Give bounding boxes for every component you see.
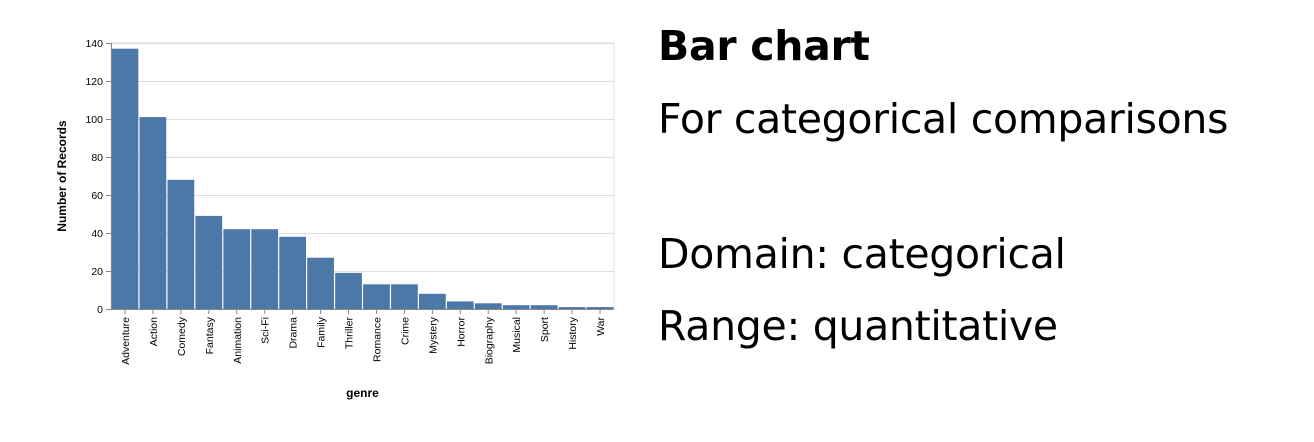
bar-animation bbox=[223, 229, 251, 309]
x-tick-label: Mystery bbox=[427, 316, 439, 354]
x-tick-label: Drama bbox=[288, 317, 300, 349]
bar-sci-fi bbox=[251, 229, 279, 309]
bar-comedy bbox=[167, 179, 195, 309]
x-axis-title: genre bbox=[346, 386, 379, 400]
bar-drama bbox=[279, 236, 307, 309]
bar-horror bbox=[446, 301, 474, 309]
x-tick-label: Crime bbox=[399, 317, 411, 345]
panel-range: Range: quantitative bbox=[658, 302, 1058, 350]
y-tick-label: 100 bbox=[85, 114, 103, 126]
bar-thriller bbox=[335, 272, 362, 309]
y-tick-label: 20 bbox=[91, 266, 103, 278]
panel-domain: Domain: categorical bbox=[658, 230, 1066, 278]
x-tick-label: Fantasy bbox=[204, 316, 216, 354]
panel-heading: Bar chart bbox=[658, 22, 870, 70]
x-tick-label: Musical bbox=[511, 317, 523, 353]
axes: 0 20 40 60 80 100 120 140 Adventure Action Comedy F… bbox=[85, 38, 614, 365]
x-tick-label: Family bbox=[316, 316, 328, 348]
description-panel: Bar chart For categorical comparisons Do… bbox=[658, 0, 1308, 442]
bar-crime bbox=[391, 284, 418, 309]
bar-fantasy bbox=[195, 215, 223, 309]
y-tick-label: 0 bbox=[97, 304, 103, 316]
bar-biography bbox=[474, 303, 502, 309]
y-tick-label: 40 bbox=[91, 228, 103, 240]
bar-adventure bbox=[111, 48, 139, 309]
y-tick-label: 60 bbox=[91, 190, 103, 202]
bar-musical bbox=[502, 305, 530, 309]
x-tick-label: Action bbox=[148, 317, 160, 346]
bar-mystery bbox=[418, 293, 446, 309]
x-tick-label: War bbox=[595, 316, 607, 335]
x-tick-label: Animation bbox=[232, 317, 244, 364]
bar-action bbox=[139, 117, 167, 309]
x-tick-label: Sport bbox=[539, 317, 551, 342]
x-tick-label: Biography bbox=[483, 316, 495, 364]
panel-description: For categorical comparisons bbox=[658, 95, 1229, 143]
y-tick-label: 120 bbox=[85, 76, 103, 88]
y-tick-label: 80 bbox=[91, 152, 103, 164]
x-tick-label: Adventure bbox=[120, 317, 132, 365]
bar-family bbox=[307, 257, 334, 309]
x-tick-label: Comedy bbox=[176, 316, 188, 356]
x-tick-label: Horror bbox=[455, 317, 467, 347]
y-tick-label: 140 bbox=[85, 38, 103, 50]
bar-romance bbox=[363, 284, 390, 309]
x-tick-label: Romance bbox=[371, 317, 383, 362]
bar-chart: 0 20 40 60 80 100 120 140 Adventure Action Comedy F… bbox=[55, 38, 615, 400]
x-tick-label: Thriller bbox=[344, 317, 356, 350]
bar-sport bbox=[530, 305, 558, 309]
x-tick-label: Sci-Fi bbox=[260, 317, 272, 344]
bar-war bbox=[586, 307, 614, 309]
x-tick-label: History bbox=[567, 316, 579, 349]
y-axis-title: Number of Records bbox=[55, 120, 69, 232]
bar-history bbox=[558, 307, 586, 309]
bars bbox=[111, 48, 614, 309]
